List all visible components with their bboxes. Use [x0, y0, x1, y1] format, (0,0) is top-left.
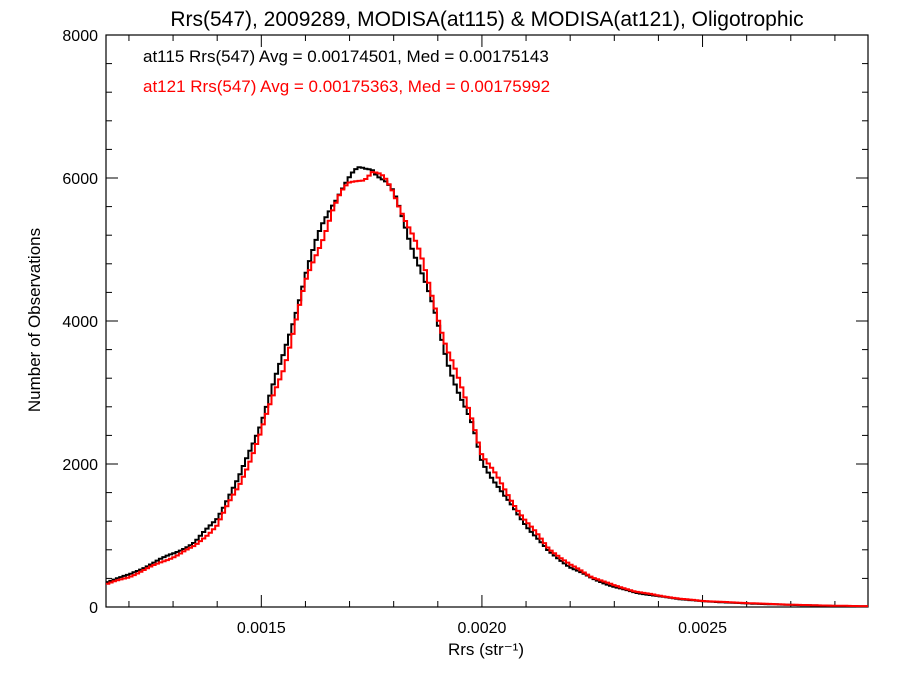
series-at121-line: [106, 171, 868, 608]
x-tick-label: 0.0020: [457, 620, 506, 637]
y-tick-label: 8000: [62, 28, 98, 45]
y-tick-label: 0: [89, 600, 98, 617]
plot-border: [105, 34, 869, 608]
series-layer: [106, 166, 868, 608]
y-tick-label: 4000: [62, 314, 98, 331]
y-tick-label: 2000: [62, 457, 98, 474]
x-axis: 0.0015 0.0020 0.0025: [128, 35, 836, 637]
y-tick-label: 6000: [62, 171, 98, 188]
y-axis-label: Number of Observations: [25, 228, 44, 412]
chart-title: Rrs(547), 2009289, MODISA(at115) & MODIS…: [170, 8, 803, 31]
x-tick-label: 0.0015: [237, 620, 286, 637]
x-axis-label: Rrs (str⁻¹): [448, 640, 524, 659]
plot-frame: [105, 34, 869, 608]
annotation-at121: at121 Rrs(547) Avg = 0.00175363, Med = 0…: [143, 77, 550, 96]
x-tick-label: 0.0025: [678, 620, 727, 637]
series-at115-line: [106, 166, 868, 608]
y-axis: 0 2000 4000 6000 8000: [62, 28, 868, 617]
annotation-at115: at115 Rrs(547) Avg = 0.00174501, Med = 0…: [143, 47, 549, 66]
